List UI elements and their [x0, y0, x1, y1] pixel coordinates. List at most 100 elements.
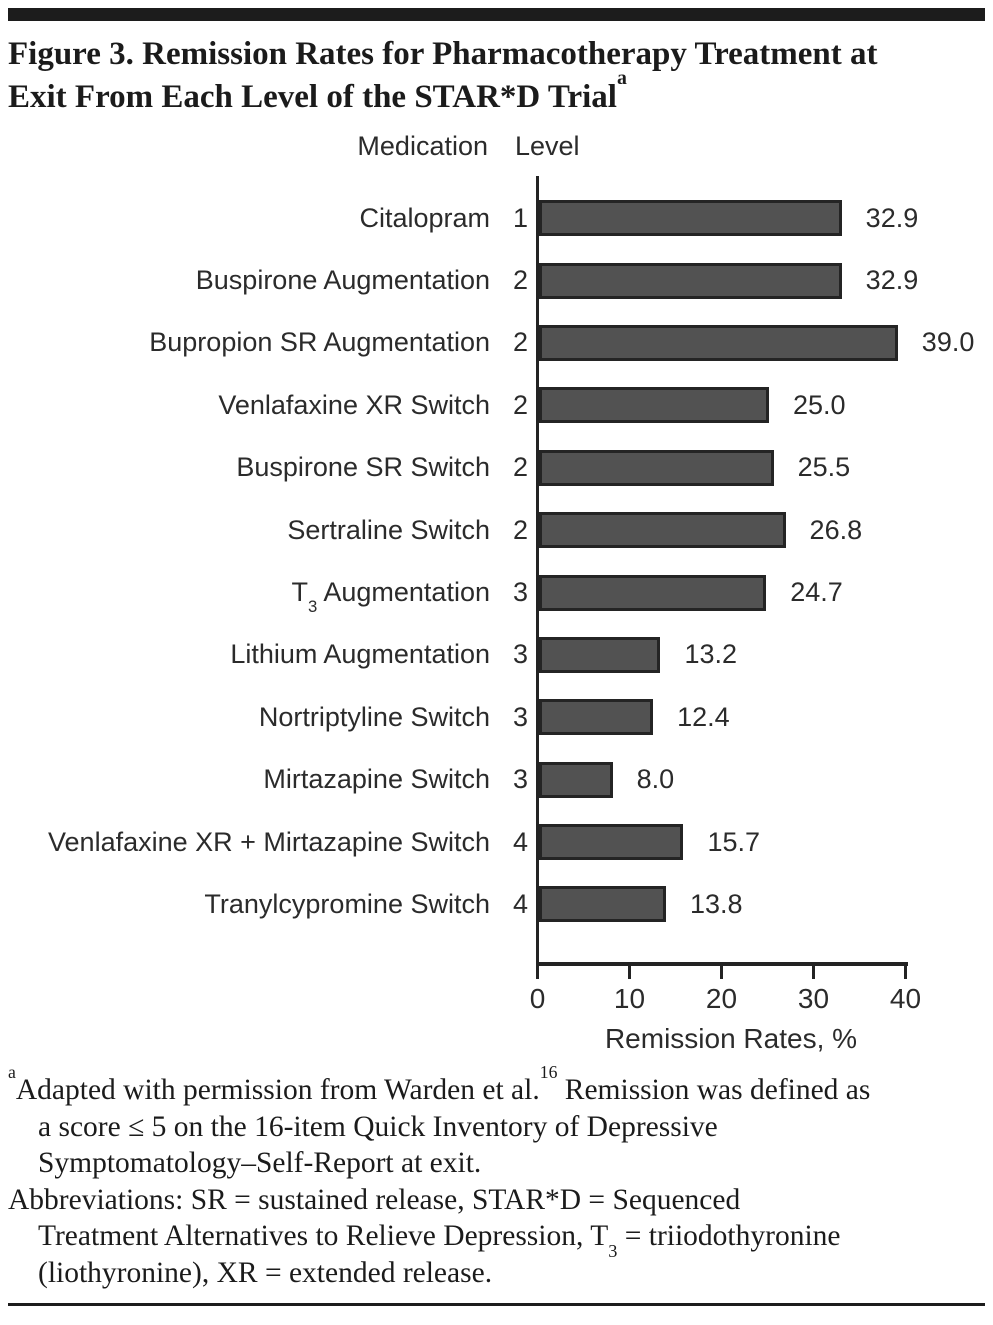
medication-label: Buspirone Augmentation — [195, 265, 490, 296]
value-label: 13.2 — [684, 639, 737, 670]
bar — [539, 824, 684, 861]
x-axis-tick-label: 0 — [529, 983, 546, 1014]
x-axis-tick-label: 40 — [889, 983, 922, 1014]
medication-label: Bupropion SR Augmentation — [149, 327, 490, 358]
value-label: 25.0 — [793, 389, 846, 420]
bar — [539, 262, 842, 299]
bar — [539, 886, 666, 923]
footnote-marker-a: a — [616, 67, 627, 90]
subscript: 3 — [608, 1241, 618, 1261]
bar — [539, 574, 767, 611]
chart-row: Buspirone Augmentation 2 32.9 — [0, 249, 993, 311]
bar-track: 32.9 — [537, 249, 993, 311]
superscript: a — [8, 1062, 16, 1083]
subscript: 3 — [308, 597, 318, 617]
column-header-level: Level — [515, 131, 580, 161]
level-value: 4 — [512, 826, 529, 857]
chart-row: Buspirone SR Switch 2 25.5 — [0, 437, 993, 499]
level-value: 1 — [512, 202, 529, 233]
x-axis-tick — [628, 966, 631, 979]
medication-label: Lithium Augmentation — [230, 639, 490, 670]
medication-label: Venlafaxine XR Switch — [218, 389, 490, 420]
bar-track: 8.0 — [537, 749, 993, 811]
medication-label: Tranylcypromine Switch — [204, 888, 490, 919]
value-label: 32.9 — [865, 265, 919, 296]
bar-track: 25.0 — [537, 374, 993, 436]
medication-label: Venlafaxine XR + Mirtazapine Switch — [48, 826, 490, 857]
value-label: 32.9 — [865, 202, 919, 233]
medication-label: T3 Augmentation — [291, 577, 490, 617]
chart-row: T3 Augmentation 3 24.7 — [0, 561, 993, 623]
chart-row: Tranylcypromine Switch 4 13.8 — [0, 873, 993, 935]
level-value: 3 — [512, 701, 529, 732]
medication-label: Mirtazapine Switch — [263, 764, 490, 795]
chart-row: Bupropion SR Augmentation 2 39.0 — [0, 312, 993, 374]
bar — [539, 387, 769, 424]
footnote-line: a score ≤ 5 on the 16-item Quick Invento… — [38, 1110, 718, 1143]
level-value: 2 — [512, 265, 529, 296]
x-axis-tick — [904, 966, 907, 979]
bar — [539, 512, 786, 549]
bar-track: 15.7 — [537, 811, 993, 873]
bar-track: 32.9 — [537, 187, 993, 249]
bar — [539, 699, 654, 736]
bar — [539, 636, 661, 673]
level-value: 4 — [512, 888, 529, 919]
x-axis-tick-label: 10 — [613, 983, 646, 1014]
x-axis-tick-label: 30 — [797, 983, 830, 1014]
x-axis-tick — [720, 966, 723, 979]
chart-rows: Citalopram 1 32.9 Buspirone Augmentation 2 32… — [0, 187, 993, 936]
bar — [539, 449, 774, 486]
level-value: 2 — [512, 389, 529, 420]
chart-row: Nortriptyline Switch 3 12.4 — [0, 686, 993, 748]
footnote-line: Treatment Alternatives to Relieve Depres… — [38, 1220, 841, 1261]
bar-track: 39.0 — [537, 312, 993, 374]
medication-label: Buspirone SR Switch — [236, 452, 490, 483]
level-value: 2 — [512, 327, 529, 358]
chart-row: Venlafaxine XR + Mirtazapine Switch 4 15.7 — [0, 811, 993, 873]
figure-title-line2: Exit From Each Level of the STAR*D Trial… — [8, 68, 985, 119]
level-value: 3 — [512, 577, 529, 608]
bar-track: 26.8 — [537, 499, 993, 561]
footnote-line: Symptomatology–Self-Report at exit. — [38, 1147, 482, 1179]
value-label: 12.4 — [677, 701, 730, 732]
footnotes: aAdapted with permission from Warden et … — [8, 1062, 985, 1291]
value-label: 24.7 — [790, 577, 843, 608]
bar-track: 12.4 — [537, 686, 993, 748]
bar — [539, 761, 613, 798]
column-header-medication: Medication — [357, 131, 488, 161]
footnote-line: Abbreviations: SR = sustained release, S… — [8, 1183, 741, 1216]
level-value: 2 — [512, 514, 529, 545]
value-label: 39.0 — [921, 327, 975, 358]
figure-title-line2-text: Exit From Each Level of the STAR*D Trial — [8, 79, 617, 115]
bar-track: 24.7 — [537, 561, 993, 623]
value-label: 25.5 — [797, 452, 851, 483]
top-rule — [8, 8, 985, 21]
y-axis-line — [536, 176, 539, 966]
value-label: 8.0 — [636, 764, 675, 795]
footnote-line: (liothyronine), XR = extended release. — [38, 1256, 493, 1289]
x-axis-title: Remission Rates, % — [604, 1023, 858, 1054]
x-axis-line — [536, 962, 908, 966]
bottom-rule — [8, 1303, 985, 1306]
figure-title: Figure 3. Remission Rates for Pharmacoth… — [8, 33, 985, 119]
level-value: 2 — [512, 452, 529, 483]
chart-row: Lithium Augmentation 3 13.2 — [0, 624, 993, 686]
bar — [539, 324, 898, 361]
chart-row: Mirtazapine Switch 3 8.0 — [0, 749, 993, 811]
value-label: 26.8 — [809, 514, 863, 545]
x-axis-tick-label: 20 — [705, 983, 738, 1014]
value-label: 15.7 — [707, 826, 760, 857]
chart-row: Citalopram 1 32.9 — [0, 187, 993, 249]
footnote-line: aAdapted with permission from Warden et … — [8, 1062, 871, 1106]
bar-chart: Medication Level Citalopram 1 32.9 Buspiron… — [0, 131, 993, 1066]
x-axis-tick — [536, 966, 539, 979]
figure-title-line1: Figure 3. Remission Rates for Pharmacoth… — [8, 36, 878, 72]
level-value: 3 — [512, 639, 529, 670]
chart-row: Sertraline Switch 2 26.8 — [0, 499, 993, 561]
x-axis-tick — [812, 966, 815, 979]
medication-label: Citalopram — [359, 202, 490, 233]
level-value: 3 — [512, 764, 529, 795]
medication-label: Nortriptyline Switch — [258, 701, 490, 732]
medication-label: Sertraline Switch — [287, 514, 490, 545]
